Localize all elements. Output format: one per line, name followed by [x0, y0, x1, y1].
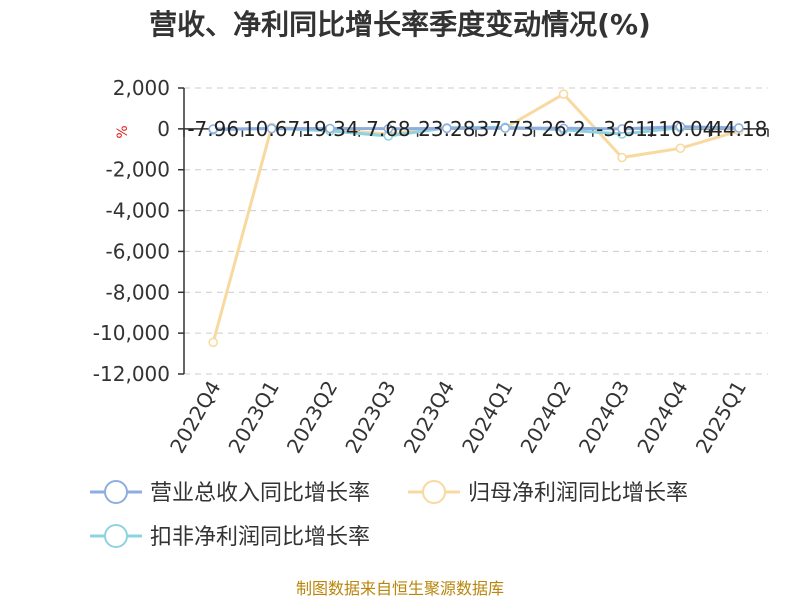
data-point	[617, 124, 627, 134]
data-label: -3.61	[596, 117, 648, 141]
data-label: 7.68	[366, 117, 411, 141]
x-tick-label: 2024Q4	[632, 377, 692, 458]
legend-swatch-marker	[104, 524, 128, 548]
x-tick-label: 2024Q2	[515, 377, 575, 458]
data-point	[208, 337, 218, 348]
x-tick-label: 2023Q4	[399, 377, 459, 458]
legend-label: 扣非净利润同比增长率	[150, 525, 370, 550]
x-tick-label: 2025Q1	[691, 377, 751, 458]
data-point	[442, 123, 452, 134]
series-line	[213, 125, 739, 131]
x-tick-label: 2023Q2	[282, 377, 342, 458]
chart-title: 营收、净利同比增长率季度变动情况(%)	[149, 8, 651, 41]
data-point	[734, 123, 744, 133]
data-label: 26.2	[541, 117, 586, 141]
source-note: 制图数据来自恒生聚源数据库	[296, 579, 504, 598]
data-point	[383, 123, 394, 134]
y-tick-label: -8,000	[106, 280, 170, 304]
y-unit-label: %	[115, 125, 131, 138]
data-point	[617, 152, 627, 163]
legend-label: 归母净利润同比增长率	[468, 481, 688, 506]
data-label: 110.04	[645, 117, 715, 141]
y-tick-label: 0	[157, 117, 170, 141]
legend-label: 营业总收入同比增长率	[150, 481, 370, 506]
data-point	[325, 123, 335, 134]
y-tick-label: -4,000	[106, 199, 170, 223]
data-label: 10.67	[243, 117, 300, 141]
data-point	[208, 124, 218, 134]
legend-swatch-marker	[104, 480, 128, 504]
series-lines	[211, 92, 740, 343]
data-point	[675, 121, 686, 132]
data-label: 37.73	[477, 117, 534, 141]
data-point	[500, 123, 510, 133]
x-tick-label: 2023Q1	[223, 377, 283, 458]
x-tick-label: 2024Q1	[457, 377, 517, 458]
data-label: 44.18	[710, 117, 767, 141]
data-point	[266, 123, 277, 134]
data-label: -7.96	[187, 117, 239, 141]
y-tick-label: -10,000	[93, 321, 170, 345]
x-tick-label: 2024Q3	[574, 377, 634, 458]
legend-item: 归母净利润同比增长率	[408, 480, 688, 506]
x-tick-label: 2022Q4	[165, 377, 225, 458]
legend-swatch-marker	[422, 480, 446, 504]
legend-item: 营业总收入同比增长率	[90, 480, 370, 506]
data-point	[675, 143, 686, 154]
data-label: 19.34	[301, 117, 358, 141]
data-point	[558, 89, 569, 99]
y-axis-ticks: 2,000 0 -2,000 -4,000 -6,000 -8,000 -10,000 -12…	[93, 76, 184, 386]
gridlines	[184, 87, 768, 375]
y-tick-label: -12,000	[93, 362, 170, 386]
legend-item: 扣非净利润同比增长率	[90, 524, 370, 550]
y-tick-label: 2,000	[113, 76, 170, 100]
data-point	[558, 123, 569, 134]
data-label: 23.28	[418, 117, 475, 141]
series-points	[208, 89, 744, 348]
x-axis-ticks: 2022Q42023Q12023Q22023Q32023Q42024Q12024…	[165, 128, 769, 458]
x-tick-label: 2023Q3	[340, 377, 400, 458]
y-tick-label: -2,000	[106, 158, 170, 182]
data-labels: -7.96 10.67 19.34 7.68 23.28 37.73 26.2 -3.6111…	[187, 117, 767, 141]
y-tick-label: -6,000	[106, 239, 170, 263]
